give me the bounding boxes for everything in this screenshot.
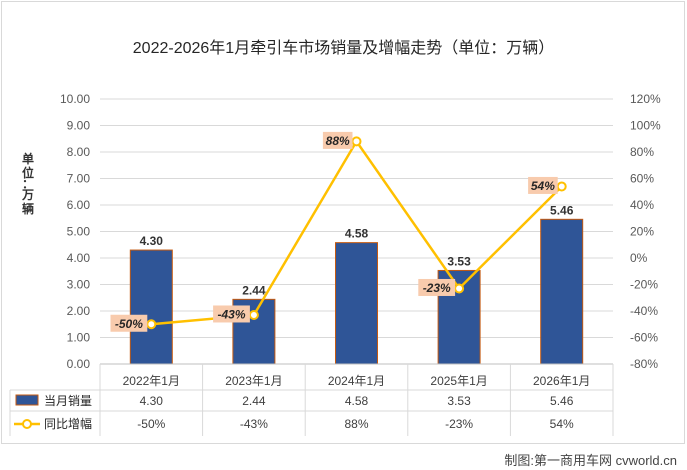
legend-line-marker: [22, 419, 32, 429]
table-cell-sales: 2.44: [242, 394, 266, 408]
y-right-tick-label: -80%: [630, 357, 658, 371]
y-right-tick-label: 20%: [630, 225, 654, 239]
legend-line-label: 同比增幅: [44, 416, 92, 431]
line-label-bg: [322, 131, 353, 149]
y-right-tick-label: 80%: [630, 145, 654, 159]
x-tick-label: 2024年1月: [328, 374, 385, 388]
line-label-bg: [418, 278, 456, 296]
line-point: [351, 136, 362, 147]
y-right-tick-label: 0%: [630, 251, 648, 265]
table-cell-growth: -43%: [240, 417, 268, 431]
line-point: [146, 319, 157, 330]
line-point: [248, 309, 259, 320]
y-right-tick-label: 40%: [630, 198, 654, 212]
y-axis-label-char: 辆: [21, 202, 34, 216]
line-value-label: -50%: [115, 317, 143, 331]
bar-value-label: 5.46: [550, 203, 574, 217]
line-value-label: 54%: [531, 179, 555, 193]
y-right-tick-label: 120%: [630, 92, 661, 106]
table-cell-growth: 88%: [344, 417, 368, 431]
line-value-label: -23%: [423, 281, 451, 295]
chart-title: 2022-2026年1月牵引车市场销量及增幅走势（单位：万辆）: [132, 40, 555, 57]
line-point: [454, 283, 465, 294]
bar-value-label: 4.58: [345, 227, 369, 241]
y-right-tick-label: -20%: [630, 278, 658, 292]
y-left-tick-label: 0.00: [67, 357, 91, 371]
table-cell-growth: 54%: [550, 417, 574, 431]
bar: [129, 249, 173, 365]
line-value-label: 88%: [326, 134, 350, 148]
y-axis-label-char: ：: [21, 177, 34, 191]
x-tick-label: 2025年1月: [430, 374, 487, 388]
legend-bar-label: 当月销量: [44, 394, 92, 408]
table-cell-sales: 4.58: [345, 394, 369, 408]
x-tick-label: 2026年1月: [533, 374, 590, 388]
bar-value-label: 3.53: [447, 254, 471, 268]
y-right-tick-label: 100%: [630, 119, 661, 133]
line-point: [556, 181, 567, 192]
y-axis-label: 单位：万辆: [20, 152, 36, 216]
y-left-tick-label: 6.00: [67, 198, 91, 212]
table-cell-sales: 4.30: [140, 394, 164, 408]
x-tick-label: 2023年1月: [225, 374, 282, 388]
credit-text: 制图:第一商用车网 cvworld.cn: [504, 453, 677, 468]
bar: [540, 218, 584, 365]
y-left-tick-label: 1.00: [67, 331, 91, 345]
y-right-tick-label: -60%: [630, 331, 658, 345]
bar-value-label: 2.44: [242, 283, 266, 297]
y-right-tick-label: 60%: [630, 172, 654, 186]
y-left-tick-label: 3.00: [67, 278, 91, 292]
y-left-tick-label: 2.00: [67, 304, 91, 318]
y-left-tick-label: 10.00: [60, 92, 90, 106]
bar: [335, 242, 378, 365]
legend-bar-swatch: [15, 394, 39, 406]
y-left-tick-label: 9.00: [67, 119, 91, 133]
line-label-bg: [528, 176, 558, 194]
bar-value-label: 4.30: [140, 234, 164, 248]
y-left-tick-label: 5.00: [67, 225, 91, 239]
x-tick-label: 2022年1月: [123, 374, 180, 388]
y-left-tick-label: 8.00: [67, 145, 91, 159]
y-axis-label-char: 万: [21, 188, 34, 202]
table-cell-sales: 5.46: [550, 394, 574, 408]
table-cell-growth: -23%: [445, 417, 473, 431]
line-value-label: -43%: [217, 307, 245, 321]
y-right-tick-label: -40%: [630, 304, 658, 318]
table-cell-sales: 3.53: [447, 394, 471, 408]
y-left-tick-label: 7.00: [67, 172, 91, 186]
chart-frame: [1, 1, 685, 444]
y-left-tick-label: 4.00: [67, 251, 91, 265]
line-label-bg: [110, 314, 148, 332]
y-axis-label-char: 单: [21, 152, 34, 166]
y-axis-label-char: 位: [21, 166, 34, 180]
line-label-bg: [213, 305, 250, 323]
table-cell-growth: -50%: [137, 417, 165, 431]
